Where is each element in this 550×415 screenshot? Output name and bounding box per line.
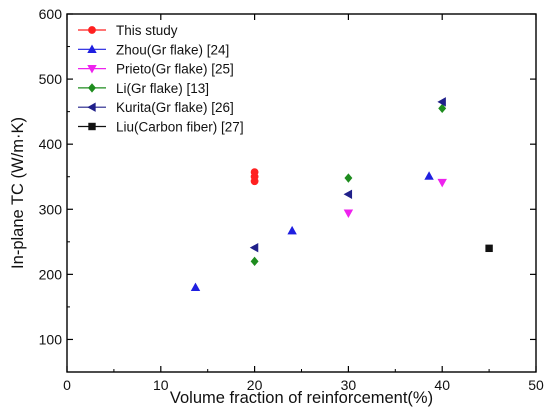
data-point: [344, 173, 353, 183]
x-tick-label: 20: [247, 377, 263, 393]
legend-marker: [87, 64, 97, 74]
legend-entry: Li(Gr flake) [13]: [78, 81, 209, 96]
data-point: [287, 225, 297, 235]
data-point: [438, 103, 447, 114]
data-point: [343, 189, 353, 200]
data-point: [250, 256, 259, 267]
x-tick-label: 50: [528, 377, 544, 393]
y-tick-label: 200: [39, 266, 63, 282]
legend-label: Kurita(Gr flake) [26]: [116, 100, 234, 115]
data-point: [424, 171, 434, 180]
x-tick-label: 30: [341, 377, 357, 393]
legend-label: Liu(Carbon fiber) [27]: [116, 120, 244, 135]
legend-entry: Zhou(Gr flake) [24]: [78, 42, 229, 57]
data-point: [437, 178, 447, 188]
legend-label: Zhou(Gr flake) [24]: [116, 42, 229, 57]
data-point: [343, 209, 354, 218]
data-points: [190, 97, 493, 292]
series-3: [250, 103, 447, 267]
x-tick-label: 0: [63, 377, 71, 393]
legend-marker: [88, 83, 96, 93]
data-point: [190, 282, 201, 292]
y-tick-label: 600: [39, 6, 63, 22]
legend-marker: [87, 102, 96, 112]
data-point: [437, 97, 446, 107]
y-tick-label: 400: [39, 136, 63, 152]
legend-entry: This study: [78, 23, 178, 38]
y-tick-label: 300: [39, 201, 63, 217]
legend-entry: Kurita(Gr flake) [26]: [78, 100, 234, 115]
legend-entry: Prieto(Gr flake) [25]: [78, 62, 234, 77]
legend-marker: [87, 44, 97, 53]
data-point: [250, 168, 259, 177]
series-2: [343, 178, 447, 218]
legend-marker: [88, 26, 96, 34]
legend: This study Zhou(Gr flake) [24] Prieto(Gr f…: [78, 23, 244, 135]
series-4: [249, 97, 446, 253]
y-tick-label: 100: [39, 331, 63, 347]
data-point: [249, 242, 259, 253]
x-axis-title: Volume fraction of reinforcement(%): [170, 389, 433, 407]
legend-marker: [88, 122, 96, 131]
series-5: [485, 244, 493, 253]
series-0: [250, 168, 259, 186]
x-tick-label: 40: [434, 377, 450, 393]
data-point: [485, 244, 493, 253]
legend-label: Prieto(Gr flake) [25]: [116, 62, 234, 77]
x-tick-label: 10: [153, 377, 169, 393]
ticks: 0 10 20 30 40 50 100 200 300 400 500 600: [39, 6, 544, 393]
y-axis-title: In-plane TC (W/m·K): [9, 117, 27, 269]
legend-entry: Liu(Carbon fiber) [27]: [78, 120, 244, 135]
series-1: [190, 171, 434, 292]
legend-label: This study: [116, 23, 178, 38]
legend-label: Li(Gr flake) [13]: [116, 81, 209, 96]
y-tick-label: 500: [39, 71, 63, 87]
